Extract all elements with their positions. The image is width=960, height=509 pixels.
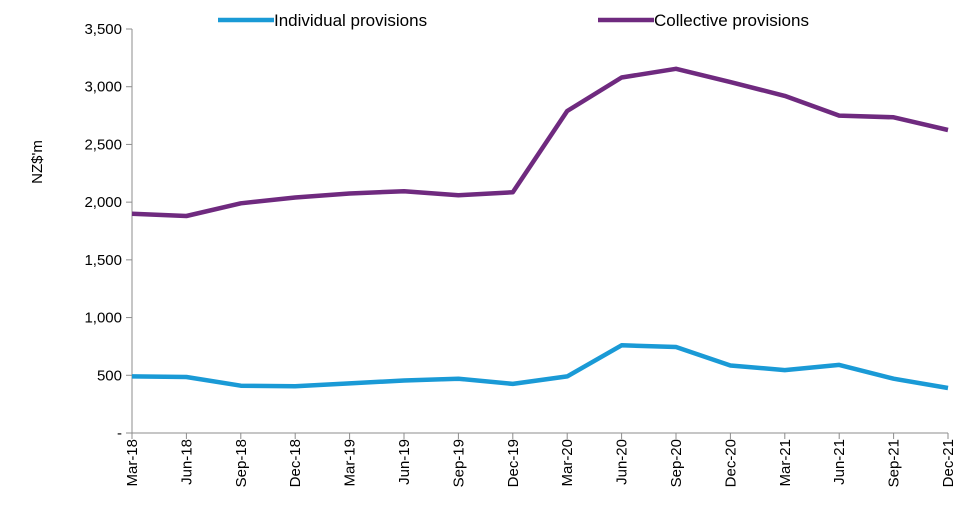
x-tick-label: Mar-18 xyxy=(124,439,141,487)
y-axis-title: NZ$'m xyxy=(29,140,46,184)
y-tick-label: 2,000 xyxy=(84,194,122,211)
series-layer xyxy=(131,66,949,391)
x-tick-label: Mar-20 xyxy=(559,439,576,487)
x-tick-label: Dec-18 xyxy=(287,439,304,487)
y-tick-label: 3,500 xyxy=(84,21,122,38)
x-tick-label: Mar-21 xyxy=(777,439,794,487)
y-axis: - 500 1,000 1,500 2,000 2,500 3,000 3,500 xyxy=(84,21,133,442)
x-tick-label: Dec-21 xyxy=(940,439,957,487)
x-tick-label: Mar-19 xyxy=(342,439,359,487)
y-tick-label: 2,500 xyxy=(84,136,122,153)
x-axis: Mar-18 Jun-18 Sep-18 Dec-18 Mar-19 Jun-19 Sep-… xyxy=(124,432,957,487)
x-tick-label: Sep-20 xyxy=(668,439,685,487)
series-line-individual xyxy=(131,343,949,391)
x-tick-label: Jun-20 xyxy=(614,439,631,485)
legend: Individual provisions Collective provisio… xyxy=(218,11,809,30)
y-tick-label: 500 xyxy=(97,367,122,384)
x-tick-label: Jun-19 xyxy=(396,439,413,485)
y-tick-label: 1,500 xyxy=(84,252,122,269)
x-tick-label: Jun-18 xyxy=(178,439,195,485)
y-tick-label: - xyxy=(117,425,122,442)
x-tick-label: Dec-19 xyxy=(505,439,522,487)
x-tick-label: Dec-20 xyxy=(722,439,739,487)
y-tick-label: 1,000 xyxy=(84,310,122,327)
y-tick-label: 3,000 xyxy=(84,79,122,96)
x-tick-label: Sep-18 xyxy=(233,439,250,487)
x-tick-label: Jun-21 xyxy=(831,439,848,485)
legend-label: Individual provisions xyxy=(274,11,427,30)
x-tick-label: Sep-19 xyxy=(450,439,467,487)
legend-label: Collective provisions xyxy=(654,11,809,30)
x-tick-label: Sep-21 xyxy=(886,439,903,487)
series-line-collective xyxy=(131,66,949,219)
